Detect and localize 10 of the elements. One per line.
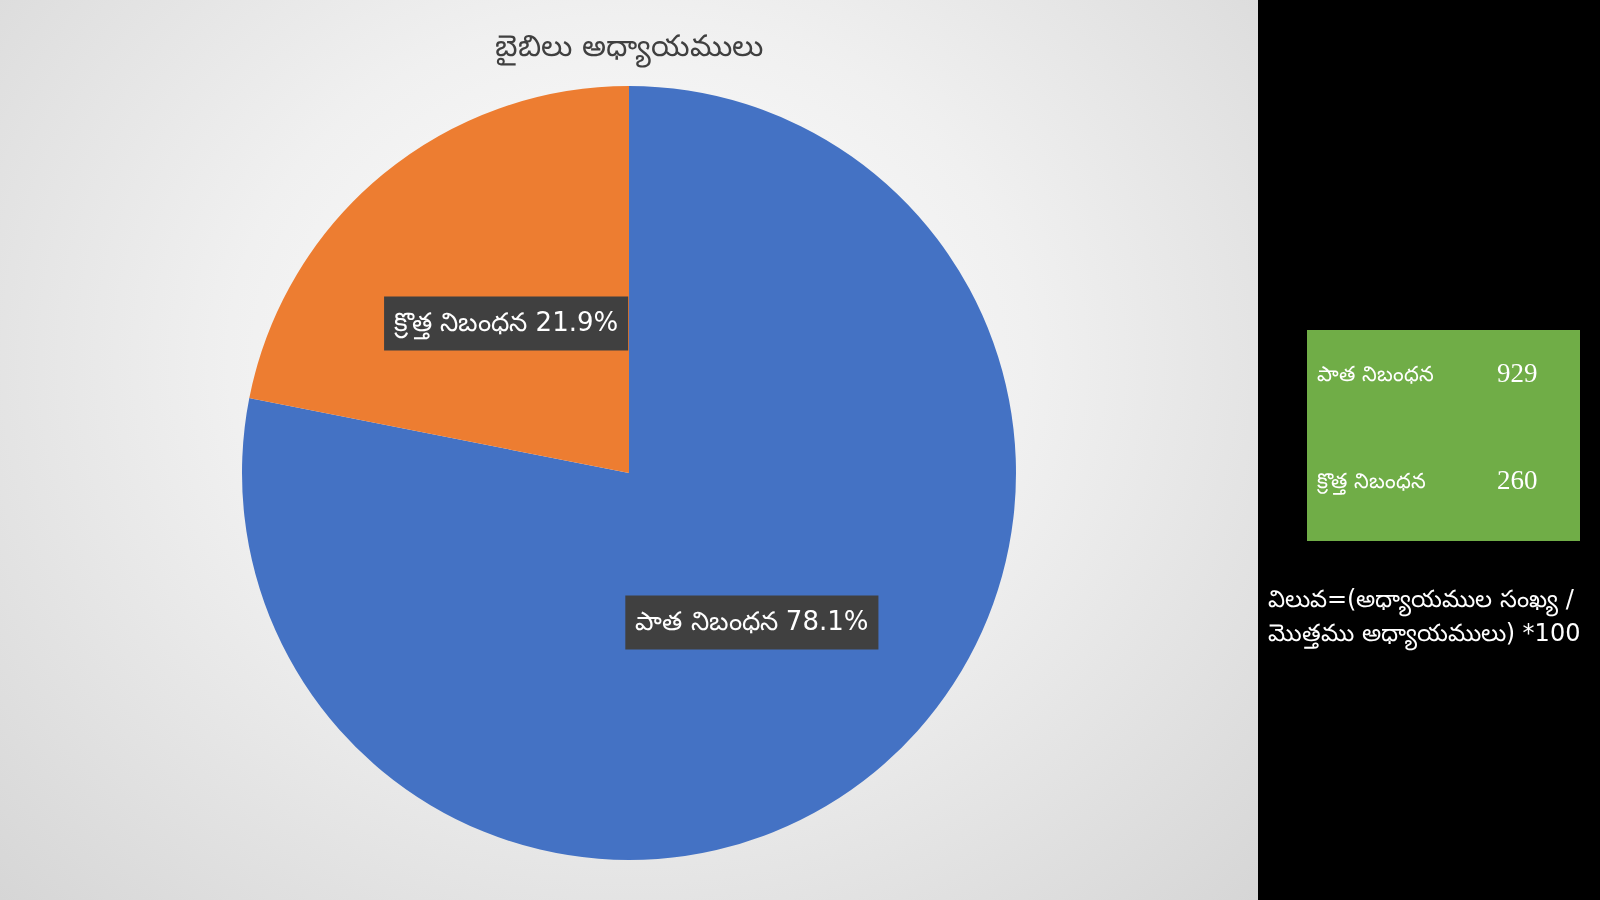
data-label: 78.1%	[785, 606, 869, 637]
slice-label: క్రొత్త నిబంధన	[394, 307, 528, 341]
text: విలువ=(అధ్యాయముల సంఖ్య / మొత్తము అధ్యాయములు) *100	[1268, 584, 1582, 650]
slice-label: పాత నిబంధన	[635, 606, 778, 637]
chart-title: బైబిలు అధ్యాయములు	[495, 27, 763, 68]
data-label: 21.9%	[535, 307, 619, 338]
text: 929	[1497, 358, 1538, 389]
text: క్రొత్త నిబంధన	[1317, 469, 1426, 497]
text: పాత నిబంధన	[1317, 362, 1434, 388]
text: 260	[1497, 465, 1538, 496]
